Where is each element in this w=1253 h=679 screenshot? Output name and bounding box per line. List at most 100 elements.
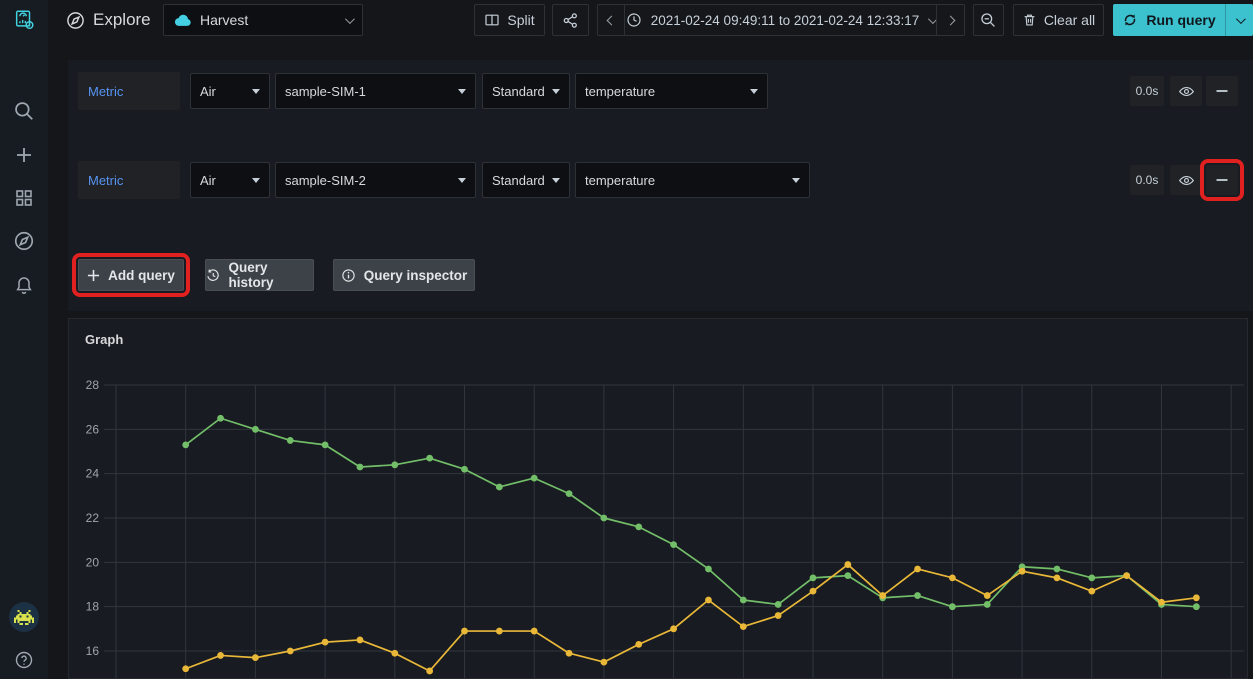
share-icon [563,12,577,28]
metric-label: Metric [88,83,124,99]
time-range-forward-button[interactable] [936,4,965,36]
refresh-icon [1125,14,1136,26]
add-query-button[interactable]: Add query [72,253,190,297]
user-avatar[interactable] [9,602,39,632]
zoom-out-button[interactable] [973,4,1004,36]
device-select[interactable]: sample-SIM-2 [275,162,476,198]
source-value: Air [200,172,216,188]
duration-value: 0.0s [1135,84,1159,98]
eye-icon [1178,86,1194,96]
type-value: Standard [492,172,545,188]
help-icon[interactable] [13,649,35,671]
type-value: Standard [492,83,545,99]
field-value: temperature [585,172,656,188]
svg-text:26: 26 [86,422,100,436]
chevron-left-icon [606,15,616,25]
caret-down-icon [252,177,260,183]
graph-panel-title: Graph [85,332,124,347]
explore-compass-icon [66,11,85,30]
time-range-picker[interactable]: 2021-02-24 09:49:11 to 2021-02-24 12:33:… [624,4,939,36]
info-icon [342,268,355,282]
run-query-main[interactable]: Run query [1113,4,1225,36]
device-value: sample-SIM-2 [285,172,366,188]
query-duration-badge: 0.0s [1130,76,1164,106]
split-label: Split [507,12,535,28]
svg-text:20: 20 [86,555,100,569]
add-query-label: Add query [108,267,175,283]
metric-label: Metric [88,172,124,188]
source-value: Air [200,83,216,99]
search-icon[interactable] [13,100,35,122]
sidebar [0,0,48,679]
query-inspector-button[interactable]: Query inspector [333,259,475,291]
plus-icon [88,269,100,281]
cloud-icon [174,13,192,27]
add-icon[interactable] [13,144,35,166]
alerting-bell-icon[interactable] [13,274,35,296]
share-button[interactable] [552,4,589,36]
device-value: sample-SIM-1 [285,83,366,99]
trash-icon [1024,14,1035,26]
caret-down-icon [552,88,560,94]
clear-all-label: Clear all [1043,12,1096,28]
split-button[interactable]: Split [474,4,545,36]
caret-down-icon [252,88,260,94]
source-select[interactable]: Air [190,73,270,109]
svg-text:22: 22 [86,511,100,525]
field-select[interactable]: temperature [575,162,810,198]
query-duration-badge: 0.0s [1130,165,1164,195]
graph-panel: Graph 28 26 24 22 20 18 16 [68,318,1248,679]
caret-down-icon [750,88,758,94]
field-value: temperature [585,83,656,99]
svg-text:18: 18 [86,600,100,614]
device-select[interactable]: sample-SIM-1 [275,73,476,109]
type-select[interactable]: Standard [482,73,570,109]
run-query-dropdown-toggle[interactable] [1225,4,1253,36]
run-query-button[interactable]: Run query [1113,4,1253,36]
svg-text:16: 16 [86,644,100,658]
dashboards-grid-icon[interactable] [13,187,35,209]
query-history-label: Query history [228,260,274,290]
caret-down-icon [458,177,466,183]
minus-icon [1216,90,1228,92]
query-row-label: Metric [78,161,180,199]
toggle-visibility-button[interactable] [1170,165,1202,195]
svg-text:28: 28 [86,378,100,392]
query-editor-section: Metric Air sample-SIM-1 Standard tempera… [68,60,1253,311]
graph-svg[interactable]: 28 26 24 22 20 18 16 [69,319,1247,678]
minus-icon [1216,179,1228,181]
explore-compass-icon[interactable] [13,230,35,252]
duration-value: 0.0s [1135,173,1159,187]
datasource-label: Harvest [200,12,249,28]
source-select[interactable]: Air [190,162,270,198]
clock-icon [627,13,641,27]
page-title: Explore [66,10,151,30]
zoom-out-icon [981,12,995,27]
chevron-down-icon [344,13,355,24]
query-inspector-label: Query inspector [363,267,468,283]
time-range-label: 2021-02-24 09:49:11 to 2021-02-24 12:33:… [650,12,920,28]
app-logo-icon[interactable] [13,8,35,30]
eye-icon [1178,175,1194,185]
caret-down-icon [792,177,800,183]
query-history-button[interactable]: Query history [205,259,314,291]
caret-down-icon [552,177,560,183]
split-columns-icon [485,14,499,26]
datasource-picker[interactable]: Harvest [163,4,363,36]
chevron-right-icon [945,15,956,25]
page-title-label: Explore [93,10,151,29]
svg-text:24: 24 [86,467,100,481]
clear-all-button[interactable]: Clear all [1013,4,1104,36]
remove-query-button-highlighted[interactable] [1200,159,1244,201]
remove-query-button[interactable] [1206,76,1238,106]
caret-down-icon [458,88,466,94]
run-query-label: Run query [1146,12,1216,28]
type-select[interactable]: Standard [482,162,570,198]
invader-icon [14,609,34,625]
time-range-back-button[interactable] [597,4,625,36]
chevron-down-icon [1235,13,1246,24]
field-select[interactable]: temperature [575,73,768,109]
history-icon [207,268,219,281]
query-row-label: Metric [78,72,180,110]
toggle-visibility-button[interactable] [1170,76,1202,106]
